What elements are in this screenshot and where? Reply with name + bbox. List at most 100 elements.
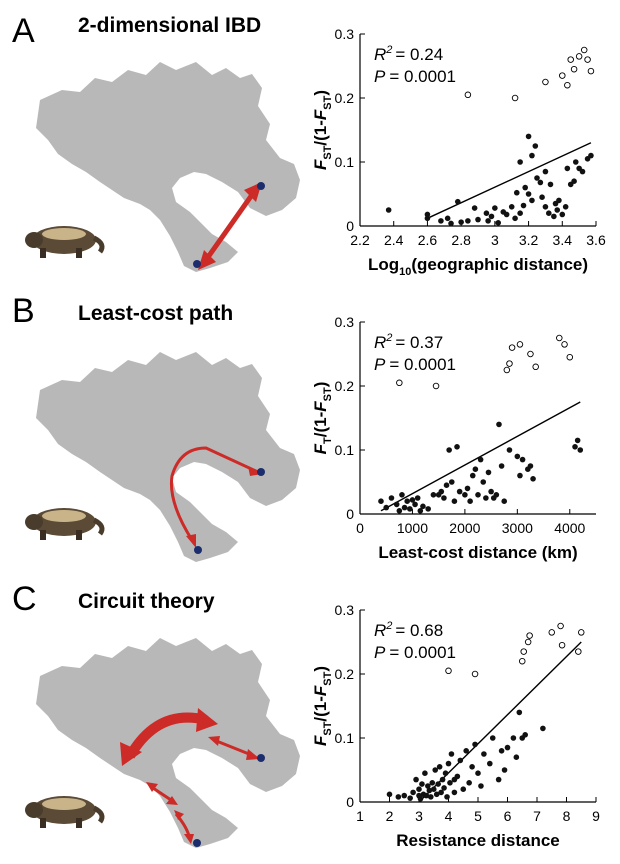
panel-title: Least-cost path xyxy=(78,302,234,325)
data-point-open xyxy=(445,667,452,675)
data-point-filled xyxy=(588,152,594,159)
data-point-filled xyxy=(529,197,535,204)
y-tick-label: 0 xyxy=(346,506,354,522)
data-point-filled xyxy=(458,219,464,225)
arrowhead-icon xyxy=(146,782,158,792)
x-tick-label: 2.4 xyxy=(384,232,404,248)
data-point-filled xyxy=(445,760,452,767)
data-point-open xyxy=(575,53,583,60)
x-tick-label: 2.8 xyxy=(451,232,471,248)
trend-line xyxy=(380,401,581,512)
data-point-open xyxy=(559,72,566,79)
trend-line xyxy=(427,142,592,219)
data-point-filled xyxy=(522,732,528,738)
panel-a: A 2-dimensional IBD 0 0.1 0.2 0.3 2.2 2.4 2.6 2… xyxy=(0,0,620,288)
arrowhead-icon xyxy=(174,810,184,820)
y-tick-label: 0.2 xyxy=(335,378,355,394)
data-point-open xyxy=(508,344,516,351)
x-tick-label: 4000 xyxy=(554,520,585,536)
data-point-open xyxy=(524,638,532,646)
data-point-filled xyxy=(475,492,481,498)
arrowhead-icon xyxy=(186,534,196,548)
data-point-open xyxy=(584,56,591,63)
data-point-filled xyxy=(579,168,586,175)
data-point-filled xyxy=(429,780,436,786)
data-point-filled xyxy=(435,781,441,787)
data-point-filled xyxy=(539,194,545,200)
x-tick-label: 0 xyxy=(356,520,364,536)
data-point-open xyxy=(532,363,539,371)
site-marker xyxy=(193,839,201,847)
data-point-filled xyxy=(443,482,450,488)
data-point-filled xyxy=(438,488,445,495)
data-point-open xyxy=(578,629,585,636)
arrowhead-icon xyxy=(198,250,216,270)
data-point-filled xyxy=(441,495,447,501)
x-tick-label: 3.2 xyxy=(519,232,539,248)
data-point-filled xyxy=(386,791,393,798)
site-marker xyxy=(257,754,265,762)
data-point-filled xyxy=(501,767,508,773)
scatter-plot-b: 0 0.1 0.2 0.3 0 1000 2000 3000 4000 R2 = 0.37 P = 0.… xyxy=(311,314,596,562)
y-tick-label: 0.3 xyxy=(335,26,355,42)
data-point-filled xyxy=(410,789,416,796)
panel-letter: C xyxy=(12,580,37,618)
data-point-filled xyxy=(537,179,544,186)
data-point-filled xyxy=(564,165,571,172)
data-point-filled xyxy=(424,215,431,222)
data-point-filled xyxy=(457,757,464,764)
data-point-filled xyxy=(512,215,518,222)
data-point-open xyxy=(518,657,526,665)
x-axis-label: Resistance distance xyxy=(396,831,559,850)
y-tick-label: 0.2 xyxy=(335,90,355,106)
data-point-filled xyxy=(420,503,426,510)
arrowhead-icon xyxy=(184,834,194,844)
r-squared-text: R2 = 0.24 xyxy=(374,44,443,64)
data-point-filled xyxy=(477,456,484,463)
data-point-filled xyxy=(438,218,444,224)
data-point-filled xyxy=(462,492,468,498)
p-value-text: P = 0.0001 xyxy=(374,355,456,374)
data-point-filled xyxy=(517,210,523,216)
x-tick-label: 1000 xyxy=(397,520,428,536)
x-tick-label: 3.4 xyxy=(553,232,573,248)
data-point-filled xyxy=(423,792,430,799)
data-point-open xyxy=(542,78,549,86)
data-point-filled xyxy=(399,492,405,498)
data-point-filled xyxy=(451,776,458,783)
data-point-open xyxy=(587,67,595,75)
panel-b: B Least-cost path 0 0.1 0.2 0.3 0 1000 2000 300… xyxy=(0,288,620,576)
data-point-filled xyxy=(488,213,495,220)
x-tick-label: 3 xyxy=(491,232,499,248)
data-point-filled xyxy=(527,463,534,469)
data-point-filled xyxy=(428,794,434,800)
data-point-open xyxy=(566,353,574,361)
map-panel-b xyxy=(25,352,300,562)
y-tick-label: 0.2 xyxy=(335,666,355,682)
data-point-filled xyxy=(454,444,460,450)
data-point-filled xyxy=(489,735,496,741)
map-panel-a xyxy=(25,62,300,272)
data-point-filled xyxy=(448,479,455,485)
data-point-filled xyxy=(447,780,453,786)
data-point-filled xyxy=(417,508,424,514)
data-point-filled xyxy=(444,794,450,800)
arrowhead-icon xyxy=(246,749,260,760)
x-tick-label: 3 xyxy=(415,808,423,824)
scatter-plot-a: 0 0.1 0.2 0.3 2.2 2.4 2.6 2.8 3 3.2 3.4 3.6 R2 = 0.24… xyxy=(311,26,606,278)
data-point-open xyxy=(511,94,519,102)
data-point-open xyxy=(556,334,563,342)
data-point-filled xyxy=(551,213,557,220)
data-point-filled xyxy=(516,709,523,716)
data-point-filled xyxy=(517,159,523,165)
data-point-filled xyxy=(498,463,505,469)
p-value-text: P = 0.0001 xyxy=(374,643,456,662)
data-point-filled xyxy=(552,200,559,207)
data-point-filled xyxy=(454,198,461,205)
y-tick-label: 0.1 xyxy=(335,154,355,170)
site-marker xyxy=(257,182,265,190)
x-tick-label: 3.6 xyxy=(586,232,606,248)
data-point-filled xyxy=(472,466,479,472)
x-tick-label: 5 xyxy=(474,808,482,824)
panel-letter: B xyxy=(12,292,35,330)
